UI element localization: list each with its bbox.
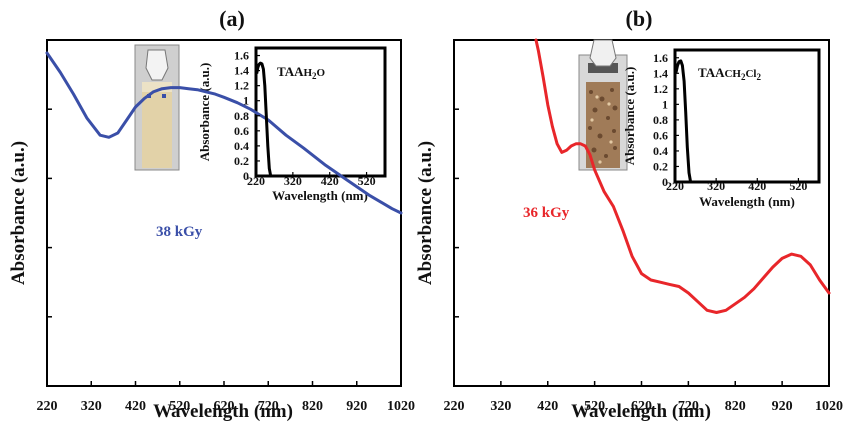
panel-label-a: (a) — [219, 6, 245, 31]
inset-y-tick-label-a: 0.4 — [234, 139, 249, 153]
x-tick-label-b: 420 — [537, 399, 558, 414]
x-tick-label-a: 220 — [37, 399, 58, 414]
x-tick-label-a: 820 — [302, 399, 323, 414]
inset-y-tick-label-b: 0.2 — [653, 159, 668, 173]
x-tick-label-b: 320 — [490, 399, 511, 414]
inset-y-tick-label-a: 1.2 — [234, 79, 249, 93]
x-tick-label-a: 920 — [346, 399, 367, 414]
inset-y-title-b: Absorbance (a.u.) — [622, 67, 637, 166]
series-line-a — [45, 51, 403, 215]
inset-y-tick-label-a: 0.2 — [234, 154, 249, 168]
inset-y-tick-label-b: 1 — [662, 97, 668, 111]
y-axis-title-b: Absorbance (a.u.) — [415, 141, 436, 285]
inset-y-tick-label-a: 0.8 — [234, 109, 249, 123]
y-axis-title-a: Absorbance (a.u.) — [8, 141, 29, 285]
cuvette-photo-b — [578, 39, 628, 171]
panel-label-b: (b) — [626, 6, 653, 31]
inset-y-tick-label-b: 0.8 — [653, 113, 668, 127]
x-tick-label-b: 920 — [772, 399, 793, 414]
inset-y-tick-label-b: 0.6 — [653, 128, 668, 142]
inset-x-title-a: Wavelength (nm) — [272, 188, 368, 203]
inset-y-tick-label-b: 0.4 — [653, 144, 668, 158]
inset-x-tick-label-b: 320 — [707, 179, 725, 193]
inset-solution-label-b: TAACH2Cl2 — [698, 65, 761, 82]
inset-series-line-b — [674, 59, 693, 183]
x-tick-label-b: 520 — [584, 399, 605, 414]
inset-x-title-b: Wavelength (nm) — [699, 194, 795, 209]
inset-y-tick-label-b: 1.4 — [653, 66, 668, 80]
inset-x-tick-label-b: 220 — [666, 179, 684, 193]
inset-x-tick-label-b: 520 — [789, 179, 807, 193]
inset-y-tick-label-a: 0 — [243, 169, 249, 183]
x-tick-label-b: 820 — [725, 399, 746, 414]
inset-y-tick-label-b: 0 — [662, 175, 668, 189]
inset-y-tick-label-b: 1.6 — [653, 51, 668, 65]
inset-y-tick-label-a: 1.6 — [234, 49, 249, 63]
inset-frame-b — [673, 48, 821, 184]
inset-y-tick-label-a: 1.4 — [234, 64, 249, 78]
inset-frame-a — [254, 46, 387, 178]
series-annotation-a: 38 kGy — [156, 224, 203, 240]
inset-y-tick-label-b: 1.2 — [653, 82, 668, 96]
inset-x-tick-label-a: 320 — [284, 174, 302, 188]
cuvette-photo-a — [134, 44, 180, 171]
inset-y-title-a: Absorbance (a.u.) — [197, 63, 212, 162]
x-tick-label-a: 320 — [81, 399, 102, 414]
inset-y-tick-label-a: 0.6 — [234, 124, 249, 138]
x-tick-label-a: 520 — [169, 399, 190, 414]
x-tick-label-a: 420 — [125, 399, 146, 414]
series-annotation-b: 36 kGy — [523, 205, 570, 221]
inset-solution-label-a: TAAH2O — [277, 64, 326, 81]
x-tick-label-b: 220 — [444, 399, 465, 414]
inset-series-line-a — [255, 61, 273, 177]
inset-x-tick-label-a: 520 — [358, 174, 376, 188]
inset-x-tick-label-a: 420 — [321, 174, 339, 188]
x-tick-label-a: 620 — [214, 399, 235, 414]
x-tick-label-a: 1020 — [387, 399, 415, 414]
inset-x-tick-label-b: 420 — [748, 179, 766, 193]
x-axis-title-a: Wavelength (nm) — [153, 401, 293, 422]
x-axis-title-b: Wavelength (nm) — [571, 401, 711, 422]
inset-y-tick-label-a: 1 — [243, 94, 249, 108]
x-tick-label-b: 620 — [631, 399, 652, 414]
x-tick-label-a: 720 — [258, 399, 279, 414]
series-line-b — [534, 38, 831, 314]
x-tick-label-b: 720 — [678, 399, 699, 414]
x-tick-label-b: 1020 — [815, 399, 843, 414]
inset-x-tick-label-a: 220 — [247, 174, 265, 188]
